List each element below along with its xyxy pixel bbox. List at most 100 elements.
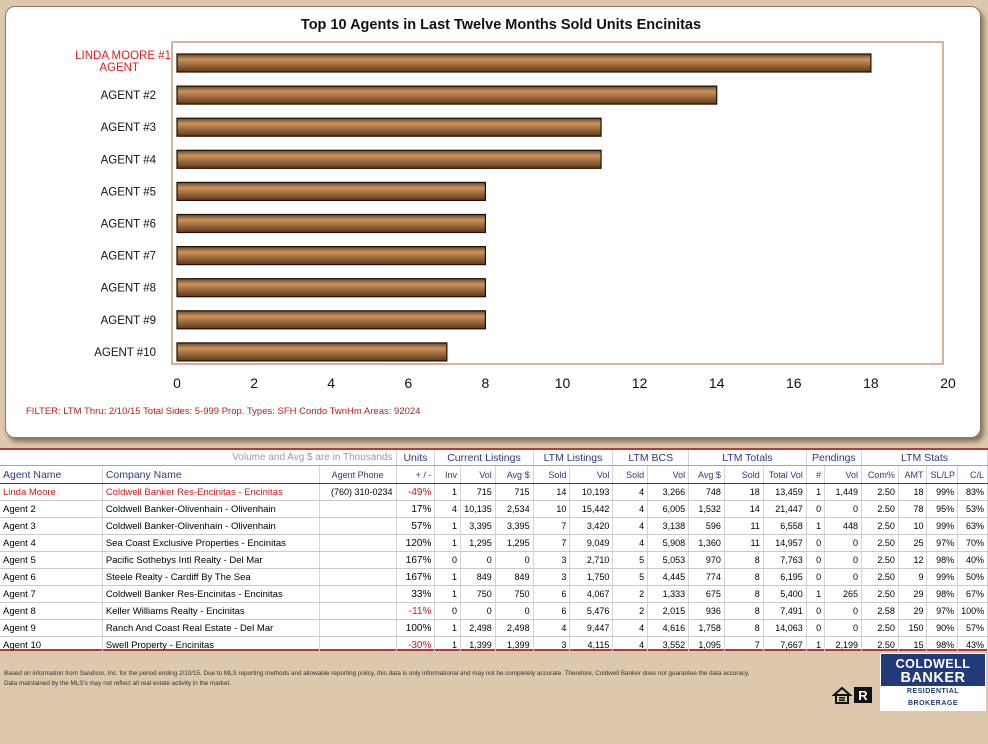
table-row: Agent 3 Coldwell Banker-Olivenhain - Oliv… [0, 517, 988, 535]
cell-sl-lp: 97% [926, 602, 959, 620]
cell-agent-name: Agent 4 [0, 534, 103, 552]
group-ltm-listings: LTM Listings [532, 450, 614, 466]
filter-text: FILTER: LTM Thru: 2/10/15 Total Sides: 5… [26, 406, 420, 417]
cell-bcs-sold: 4 [612, 636, 649, 654]
col-pendings-count: # [806, 465, 826, 484]
cell-pendings-count: 1 [806, 636, 826, 654]
cell-current-vol: 849 [460, 568, 496, 586]
col-agent-name: Agent Name [0, 465, 103, 484]
cell-sl-lp: 98% [926, 551, 959, 569]
cell-current-avg: 715 [495, 483, 534, 501]
cell-totals-sold: 18 [724, 483, 764, 501]
cell-totals-sold: 14 [724, 500, 764, 518]
cell-current-avg: 1,399 [495, 636, 534, 654]
cell-pendings-vol: 0 [824, 500, 863, 518]
col-listings-vol: Vol [569, 465, 614, 484]
cell-com-pct: 2.50 [861, 585, 899, 603]
cell-company-name: Swell Property - Encinitas [102, 636, 320, 654]
cell-units-change: -30% [396, 636, 436, 654]
category-label-3: AGENT #3 [101, 122, 156, 134]
cell-units-change: 57% [396, 517, 436, 535]
cell-totals-sold: 11 [724, 517, 764, 535]
table-column-header: Agent Name Company Name Agent Phone + / … [0, 465, 988, 484]
cell-inv: 1 [434, 568, 461, 586]
cell-listings-sold: 3 [533, 551, 571, 569]
logo-line-1: COLDWELL [895, 657, 971, 671]
table-row: Agent 2 Coldwell Banker-Olivenhain - Oliv… [0, 500, 988, 518]
cell-pendings-vol: 0 [824, 619, 863, 637]
cell-pendings-count: 1 [806, 483, 826, 501]
cell-amt: 15 [898, 636, 928, 654]
cell-amt: 150 [898, 619, 928, 637]
category-label-7: AGENT #7 [101, 251, 156, 263]
cell-current-vol: 0 [460, 602, 496, 620]
cell-pendings-vol: 448 [824, 517, 863, 535]
cell-total-vol: 5,400 [763, 585, 807, 603]
col-current-vol: Vol [460, 465, 496, 484]
col-total-vol: Total Vol [763, 465, 807, 484]
bar-5 [176, 181, 486, 201]
cell-pendings-count: 1 [806, 585, 826, 603]
cell-bcs-sold: 4 [612, 483, 649, 501]
cell-agent-phone: (760) 310-0234 [319, 483, 397, 501]
cell-totals-avg: 1,360 [688, 534, 725, 552]
cell-agent-phone [319, 517, 397, 535]
cell-current-vol: 10,135 [460, 500, 496, 518]
cell-company-name: Sea Coast Exclusive Properties - Encinit… [102, 534, 320, 552]
cell-listings-vol: 4,067 [569, 585, 614, 603]
cell-listings-vol: 10,193 [569, 483, 614, 501]
cell-pendings-count: 0 [806, 619, 826, 637]
cell-total-vol: 7,763 [763, 551, 807, 569]
group-ltm-stats: LTM Stats [861, 450, 988, 466]
cell-amt: 29 [898, 602, 928, 620]
cell-sl-lp: 97% [926, 534, 959, 552]
cell-listings-vol: 3,420 [569, 517, 614, 535]
cell-c-l: 83% [957, 483, 988, 501]
cell-pendings-vol: 0 [824, 602, 863, 620]
cell-total-vol: 13,459 [763, 483, 807, 501]
category-label-10: AGENT #10 [94, 347, 156, 359]
disclaimer: Based on information from Sandicor, Inc.… [4, 669, 824, 689]
cell-totals-sold: 7 [724, 636, 764, 654]
cell-pendings-count: 0 [806, 551, 826, 569]
cell-bcs-sold: 2 [612, 602, 649, 620]
cell-listings-sold: 6 [533, 602, 571, 620]
x-tick-4: 4 [327, 375, 335, 391]
agent-stats-table-panel: Volume and Avg $ are in Thousands Units … [0, 448, 988, 654]
cell-com-pct: 2.50 [861, 636, 899, 654]
cell-agent-name: Agent 10 [0, 636, 103, 654]
category-label-6: AGENT #6 [101, 219, 156, 231]
cell-listings-vol: 9,447 [569, 619, 614, 637]
cell-com-pct: 2.50 [861, 500, 899, 518]
bar-6 [176, 213, 486, 234]
cell-agent-phone [319, 551, 397, 569]
cell-totals-avg: 596 [688, 517, 725, 535]
cell-sl-lp: 90% [926, 619, 959, 637]
x-tick-6: 6 [404, 375, 412, 391]
category-labels: LINDA MOORE #1 AGENT AGENT #2 AGENT #3 AGENT… [75, 50, 171, 359]
cell-listings-sold: 14 [533, 483, 571, 501]
cell-agent-phone [319, 602, 397, 620]
col-totals-avg: Avg $ [688, 465, 725, 484]
cell-current-avg: 0 [495, 551, 534, 569]
col-amt: AMT [898, 465, 928, 484]
cell-bcs-vol: 5,908 [647, 534, 690, 552]
cell-current-vol: 750 [460, 585, 496, 603]
cell-current-avg: 750 [495, 585, 534, 603]
cell-units-change: -49% [396, 483, 436, 501]
cell-current-avg: 1,295 [495, 534, 534, 552]
cell-company-name: Coldwell Banker-Olivenhain - Olivenhain [102, 500, 320, 518]
cell-current-avg: 2,534 [495, 500, 534, 518]
cell-c-l: 100% [957, 602, 988, 620]
table-row: Agent 4 Sea Coast Exclusive Properties - … [0, 534, 988, 552]
cell-listings-sold: 7 [533, 517, 571, 535]
cell-totals-avg: 1,532 [688, 500, 725, 518]
col-bcs-sold: Sold [612, 465, 649, 484]
cell-agent-phone [319, 534, 397, 552]
chart-title: Top 10 Agents in Last Twelve Months Sold… [301, 17, 701, 33]
cell-agent-phone [319, 636, 397, 654]
group-ltm-totals: LTM Totals [688, 450, 807, 466]
category-label-8: AGENT #8 [101, 283, 156, 295]
bar-1 [176, 53, 872, 73]
cell-com-pct: 2.50 [861, 534, 899, 552]
